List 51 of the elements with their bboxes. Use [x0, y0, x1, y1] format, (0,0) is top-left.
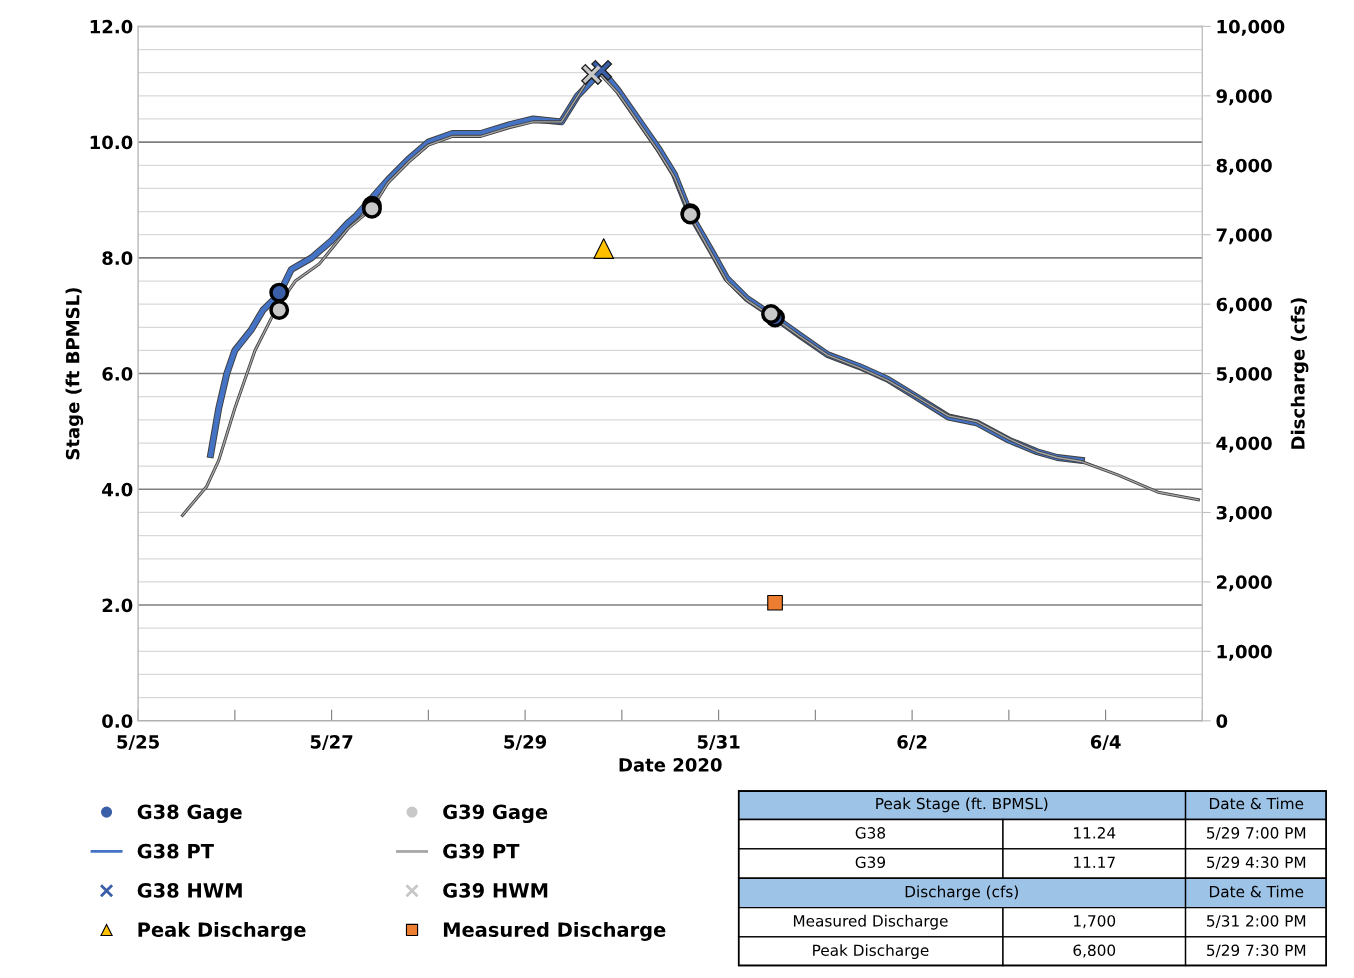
y-tick-label: 0.0 — [102, 714, 133, 728]
y-tick-label: 10.0 — [90, 135, 133, 150]
x-tick-label: 5/31 — [697, 734, 740, 751]
y-tick-label: 4.0 — [102, 482, 133, 497]
y2-tick-label: 0 — [1216, 714, 1228, 728]
y-tick-label: 8.0 — [102, 251, 133, 265]
legend-label: G38 HWM — [137, 883, 242, 898]
y-tick-label: 6.0 — [102, 367, 133, 381]
text: Discharge (cfs) — [905, 885, 1018, 901]
x-tick-label: 6/4 — [1090, 735, 1121, 751]
text: 5/31 2:00 PM — [1207, 915, 1306, 928]
y2-tick-label: 4,000 — [1216, 436, 1272, 453]
legend-label: G39 HWM — [443, 883, 548, 898]
text: Peak Stage (ft. BPMSL) — [876, 797, 1048, 813]
y2-tick-label: 9,000 — [1216, 89, 1272, 106]
legend-label: Measured Discharge — [443, 921, 666, 941]
y2-tick-label: 7,000 — [1216, 228, 1272, 245]
text: 5/29 7:30 PM — [1207, 944, 1306, 958]
y2-tick-label: 6,000 — [1216, 297, 1272, 314]
y-axis-title: Stage (ft BPMSL) — [65, 288, 84, 460]
text: 1,700 — [1074, 915, 1116, 929]
x-tick-label: 5/27 — [310, 734, 353, 751]
y2-tick-label: 8,000 — [1216, 158, 1272, 175]
text: G39 — [855, 856, 886, 869]
text: Date & Time — [1209, 885, 1304, 898]
text: 5/29 7:00 PM — [1207, 827, 1306, 840]
y2-tick-label: 3,000 — [1216, 505, 1272, 522]
text: 6,800 — [1073, 944, 1116, 958]
y2-tick-label: 10,000 — [1217, 19, 1285, 36]
text: 5/29 4:30 PM — [1207, 856, 1306, 870]
x-tick-label: 5/25 — [117, 734, 159, 751]
x-tick-label: 5/29 — [504, 734, 547, 751]
legend-label: G39 PT — [443, 843, 520, 859]
y-tick-label: 2.0 — [102, 598, 133, 613]
text: 11.17 — [1074, 856, 1115, 868]
legend-label: Peak Discharge — [138, 921, 306, 941]
y2-tick-label: 1,000 — [1217, 644, 1272, 661]
x-axis-title: Date 2020 — [619, 758, 722, 772]
legend-label: G39 Gage — [443, 804, 548, 824]
text: Measured Discharge — [793, 914, 948, 930]
legend-label: G38 Gage — [137, 804, 242, 824]
legend-label: G38 PT — [137, 843, 214, 859]
y2-tick-label: 5,000 — [1216, 367, 1272, 384]
text: Peak Discharge — [813, 944, 929, 959]
y-tick-label: 12.0 — [90, 19, 133, 34]
y2-tick-label: 2,000 — [1216, 575, 1272, 592]
y2-axis-title: Discharge (cfs) — [1290, 298, 1309, 449]
text: G38 — [855, 827, 886, 839]
text: 11.24 — [1074, 827, 1116, 839]
text: Date & Time — [1209, 797, 1304, 810]
x-tick-label: 6/2 — [897, 734, 927, 751]
